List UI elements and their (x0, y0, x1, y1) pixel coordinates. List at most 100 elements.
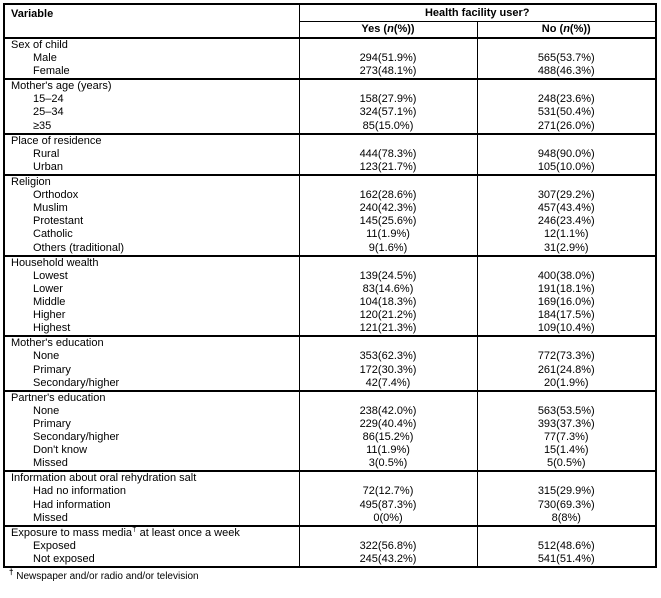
data-row: Had information 495(87.3%) 730(69.3%) (4, 498, 657, 512)
no-value-cell: 393(37.3%) (476, 417, 657, 431)
variable-label-cell: Rural (4, 147, 300, 161)
group-header-row: Exposure to mass media† at least once a … (4, 524, 657, 540)
yes-value-cell: 42(7.4%) (365, 376, 411, 389)
no-value-cell: 307(29.2%) (476, 188, 657, 202)
variable-label-cell: Missed (4, 457, 300, 472)
data-row: Others (traditional) 9(1.6%) 31(2.9%) (4, 241, 657, 256)
data-row: Secondary/higher 42(7.4%) 20(1.9%) (4, 376, 657, 391)
data-row: Missed 3(0.5%) 5(0.5%) (4, 457, 657, 472)
data-row: None 238(42.0%) 563(53.5%) (4, 404, 657, 418)
variable-label-cell: Highest (4, 322, 300, 337)
group-label-cell: Religion (4, 173, 300, 189)
yes-value-cell: 238(42.0%) (359, 404, 417, 417)
data-row: Primary 229(40.4%) 393(37.3%) (4, 417, 657, 431)
variable-label-cell: Primary (4, 363, 300, 377)
data-row: Missed 0(0%) 8(8%) (4, 511, 657, 526)
empty-yes-cell (299, 524, 477, 540)
variable-label-cell: None (4, 404, 300, 418)
data-row: Primary 172(30.3%) 261(24.8%) (4, 363, 657, 377)
variable-label-cell: Male (4, 52, 300, 66)
yes-value-cell: 162(28.6%) (359, 188, 417, 201)
group-label-cell: Exposure to mass media† at least once a … (4, 524, 300, 540)
group-header-row: Mother's education (4, 335, 657, 351)
empty-yes-cell (299, 335, 477, 351)
empty-yes-cell (299, 254, 477, 270)
yes-value-cell: 11(1.9%) (366, 444, 410, 457)
data-row: Exposed 322(56.8%) 512(48.6%) (4, 539, 657, 553)
group-label-cell: Place of residence (4, 132, 300, 148)
data-row: Lower 83(14.6%) 191(18.1%) (4, 282, 657, 296)
variable-label-cell: Muslim (4, 201, 300, 216)
yes-value-cell: 104(18.3%) (359, 295, 417, 308)
variable-label-cell: 25–34 (4, 106, 300, 120)
variable-label-cell: Exposed (4, 539, 300, 553)
health-facility-user-table: Variable Health facility user? Yes (n(%)… (3, 3, 658, 568)
data-row: Middle 104(18.3%) 169(16.0%) (4, 295, 657, 310)
variable-label-cell: Others (traditional) (4, 241, 300, 256)
yes-header-suffix: (%)) (393, 23, 415, 36)
no-value-cell: 15(1.4%) (476, 444, 657, 458)
yes-value-cell: 273(48.1%) (359, 65, 417, 78)
group-header-row: Religion (4, 173, 657, 189)
yes-value-cell: 85(15.0%) (362, 119, 414, 132)
variable-label-cell: Protestant (4, 215, 300, 229)
no-value-cell: 248(23.6%) (476, 93, 657, 107)
variable-label-cell: Missed (4, 511, 300, 526)
yes-value-cell: 123(21.7%) (359, 160, 417, 173)
no-value-cell: 541(51.4%) (476, 552, 657, 567)
data-row: Lowest 139(24.5%) 400(38.0%) (4, 269, 657, 283)
no-value-cell: 315(29.9%) (476, 485, 657, 499)
no-header-text: No ( (541, 23, 564, 36)
column-header-yes: Yes (n(%)) (299, 21, 477, 39)
yes-value-cell: 322(56.8%) (359, 539, 417, 552)
header-row-subcolumns: Yes (n(%)) No (n(%)) (4, 21, 657, 39)
footnote-text: Newspaper and/or radio and/or television (16, 570, 199, 582)
variable-label-cell: Secondary/higher (4, 431, 300, 445)
data-row: Don't know 11(1.9%) 15(1.4%) (4, 444, 657, 458)
data-row: 25–34 324(57.1%) 531(50.4%) (4, 106, 657, 120)
group-header-row: Place of residence (4, 132, 657, 148)
document-page: Variable Health facility user? Yes (n(%)… (3, 3, 661, 582)
yes-header-text: Yes ( (361, 23, 388, 36)
no-value-cell: 20(1.9%) (476, 376, 657, 391)
no-header-suffix: (%)) (569, 23, 591, 36)
no-value-cell: 261(24.8%) (476, 363, 657, 377)
variable-label-cell: Lowest (4, 269, 300, 283)
yes-value-cell: 121(21.3%) (359, 322, 417, 335)
variable-label-cell: Had information (4, 498, 300, 512)
no-value-cell: 730(69.3%) (476, 498, 657, 512)
group-header-row: Partner's education (4, 389, 657, 405)
empty-yes-cell (299, 37, 477, 52)
table-footnote: † Newspaper and/or radio and/or televisi… (3, 568, 661, 582)
data-row: Muslim 240(42.3%) 457(43.4%) (4, 201, 657, 216)
yes-value-cell: 83(14.6%) (362, 282, 414, 295)
data-row: Protestant 145(25.6%) 246(23.4%) (4, 215, 657, 229)
no-value-cell: 169(16.0%) (476, 295, 657, 310)
no-value-cell: 565(53.7%) (476, 52, 657, 66)
group-header-row: Sex of child (4, 37, 657, 52)
yes-value-cell: 240(42.3%) (359, 202, 417, 215)
empty-yes-cell (299, 389, 477, 405)
yes-value-cell: 145(25.6%) (359, 215, 417, 228)
data-row: Female 273(48.1%) 488(46.3%) (4, 65, 657, 80)
column-header-no: No (n(%)) (476, 21, 657, 39)
yes-value-cell: 172(30.3%) (359, 363, 417, 376)
variable-label-cell: Not exposed (4, 552, 300, 567)
variable-label-cell: Urban (4, 160, 300, 175)
group-header-row: Information about oral rehydration salt (4, 470, 657, 486)
no-value-cell: 400(38.0%) (476, 269, 657, 283)
no-value-cell: 12(1.1%) (476, 228, 657, 242)
data-row: Highest 121(21.3%) 109(10.4%) (4, 322, 657, 337)
no-value-cell: 5(0.5%) (476, 457, 657, 472)
data-row: Not exposed 245(43.2%) 541(51.4%) (4, 552, 657, 567)
yes-value-cell: 11(1.9%) (366, 228, 410, 241)
data-row: None 353(62.3%) 772(73.3%) (4, 350, 657, 364)
data-row: Male 294(51.9%) 565(53.7%) (4, 52, 657, 66)
yes-value-cell: 245(43.2%) (359, 552, 417, 565)
yes-value-cell: 444(78.3%) (359, 147, 417, 160)
no-value-cell: 488(46.3%) (476, 65, 657, 80)
data-row: Orthodox 162(28.6%) 307(29.2%) (4, 188, 657, 202)
variable-label-cell: ≥35 (4, 119, 300, 134)
no-value-cell: 109(10.4%) (476, 322, 657, 337)
yes-value-cell: 9(1.6%) (368, 241, 408, 254)
